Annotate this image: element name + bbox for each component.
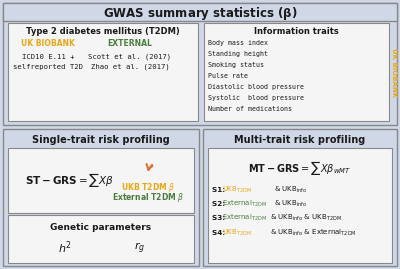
Text: UK BIOBANK: UK BIOBANK [21, 40, 75, 48]
Text: S4:: S4: [212, 230, 228, 236]
Text: $\mathrm{External}_{\mathrm{T2DM}}$: $\mathrm{External}_{\mathrm{T2DM}}$ [222, 213, 267, 223]
FancyBboxPatch shape [3, 129, 199, 266]
FancyBboxPatch shape [204, 23, 389, 121]
Text: Smoking status: Smoking status [208, 62, 264, 68]
Text: Standing height: Standing height [208, 51, 268, 57]
Text: Single-trait risk profiling: Single-trait risk profiling [32, 135, 170, 145]
FancyBboxPatch shape [3, 3, 397, 125]
Text: $\mathrm{UKB}_{\mathrm{T2DM}}$: $\mathrm{UKB}_{\mathrm{T2DM}}$ [222, 185, 252, 195]
Text: Type 2 diabetes mellitus (T2DM): Type 2 diabetes mellitus (T2DM) [26, 27, 180, 37]
Text: & $\mathrm{UKB}_{\mathrm{info}}$ & $\mathrm{UKB}_{\mathrm{T2DM}}$: & $\mathrm{UKB}_{\mathrm{info}}$ & $\mat… [268, 213, 342, 223]
Text: Systolic  blood pressure: Systolic blood pressure [208, 95, 304, 101]
Text: & $\mathrm{UKB}_{\mathrm{info}}$ & $\mathrm{External}_{\mathrm{T2DM}}$: & $\mathrm{UKB}_{\mathrm{info}}$ & $\mat… [268, 228, 356, 238]
Text: Body mass index: Body mass index [208, 40, 268, 46]
Text: Information traits: Information traits [254, 27, 338, 37]
Text: & $\mathrm{UKB}_{\mathrm{info}}$: & $\mathrm{UKB}_{\mathrm{info}}$ [272, 185, 307, 195]
Text: ICD10 E.11 +: ICD10 E.11 + [22, 54, 74, 60]
Text: $r_g$: $r_g$ [134, 240, 146, 256]
Text: Scott et al. (2017): Scott et al. (2017) [88, 54, 172, 60]
Text: EXTERNAL: EXTERNAL [108, 40, 152, 48]
Text: UKB T2DM $\beta$: UKB T2DM $\beta$ [121, 182, 175, 194]
Text: & $\mathrm{UKB}_{\mathrm{info}}$: & $\mathrm{UKB}_{\mathrm{info}}$ [272, 199, 307, 209]
Text: Number of medications: Number of medications [208, 106, 292, 112]
FancyBboxPatch shape [8, 23, 198, 121]
Text: Diastolic blood pressure: Diastolic blood pressure [208, 84, 304, 90]
Text: Zhao et al. (2017): Zhao et al. (2017) [91, 64, 169, 70]
Text: UK BIOBANK: UK BIOBANK [391, 48, 397, 98]
FancyBboxPatch shape [203, 129, 397, 266]
FancyBboxPatch shape [3, 3, 397, 21]
FancyBboxPatch shape [8, 148, 194, 213]
Text: S1:: S1: [212, 187, 228, 193]
Text: Multi-trait risk profiling: Multi-trait risk profiling [234, 135, 366, 145]
Text: S2:: S2: [212, 201, 228, 207]
Text: selfreported T2D: selfreported T2D [13, 64, 83, 70]
Text: Pulse rate: Pulse rate [208, 73, 248, 79]
Text: $\mathrm{External}_{\mathrm{T2DM}}$: $\mathrm{External}_{\mathrm{T2DM}}$ [222, 199, 267, 209]
Text: $\mathbf{ST-GRS} = \sum X\beta$: $\mathbf{ST-GRS} = \sum X\beta$ [25, 171, 115, 189]
Text: S3:: S3: [212, 215, 228, 221]
Text: $\mathbf{MT-GRS} = \sum X\beta_{wMT}$: $\mathbf{MT-GRS} = \sum X\beta_{wMT}$ [248, 159, 352, 177]
FancyBboxPatch shape [8, 215, 194, 263]
FancyBboxPatch shape [208, 148, 392, 263]
Text: External T2DM $\beta$: External T2DM $\beta$ [112, 192, 184, 204]
Text: $h^2$: $h^2$ [58, 240, 72, 256]
Text: Genetic parameters: Genetic parameters [50, 222, 152, 232]
Text: $\mathrm{UKB}_{\mathrm{T2DM}}$: $\mathrm{UKB}_{\mathrm{T2DM}}$ [222, 228, 252, 238]
Text: GWAS summary statistics ($\bf{\beta}$): GWAS summary statistics ($\bf{\beta}$) [103, 5, 297, 22]
